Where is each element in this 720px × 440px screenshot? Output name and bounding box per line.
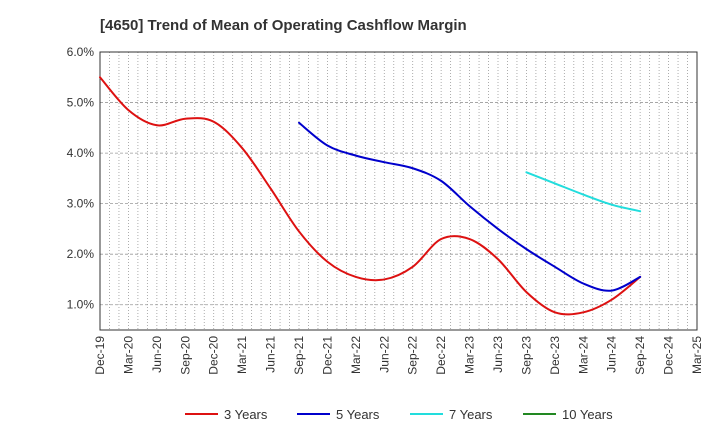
- x-tick-label: Sep-24: [633, 336, 647, 375]
- legend: 3 Years 5 Years 7 Years 10 Years: [185, 407, 613, 422]
- plot-area: [99, 51, 698, 331]
- series-line-3: [525, 171, 642, 213]
- y-tick-label: 2.0%: [67, 247, 95, 261]
- y-axis: 1.0% 2.0% 3.0% 4.0% 5.0% 6.0%: [67, 45, 95, 312]
- x-tick-label: Mar-23: [463, 336, 477, 374]
- x-tick-label: Jun-20: [150, 336, 164, 373]
- x-tick-label: Dec-22: [434, 336, 448, 375]
- legend-label-3: 7 Years: [449, 407, 493, 422]
- x-tick-label: Jun-21: [264, 336, 278, 373]
- y-tick-label: 1.0%: [67, 298, 95, 312]
- x-tick-label: Dec-19: [93, 336, 107, 375]
- x-tick-label: Jun-23: [491, 336, 505, 373]
- legend-label-4: 10 Years: [562, 407, 613, 422]
- chart-title: [4650] Trend of Mean of Operating Cashfl…: [100, 17, 467, 34]
- x-tick-label: Dec-21: [320, 336, 334, 375]
- legend-label-1: 3 Years: [224, 407, 268, 422]
- x-tick-label: Mar-24: [576, 336, 590, 374]
- x-tick-label: Sep-21: [292, 336, 306, 375]
- grid-lines: [99, 51, 698, 330]
- x-tick-label: Mar-21: [235, 336, 249, 374]
- x-tick-label: Mar-20: [121, 336, 135, 374]
- x-tick-label: Sep-20: [178, 336, 192, 375]
- x-tick-label: Sep-23: [519, 336, 533, 375]
- x-tick-label: Dec-20: [207, 336, 221, 375]
- series-lines: [99, 76, 642, 316]
- x-tick-label: Jun-24: [605, 336, 619, 373]
- x-tick-label: Dec-23: [548, 336, 562, 375]
- x-tick-label: Mar-25: [690, 336, 704, 374]
- x-tick-label: Mar-22: [349, 336, 363, 374]
- y-tick-label: 5.0%: [67, 96, 95, 110]
- x-tick-label: Jun-22: [377, 336, 391, 373]
- series-line-2: [298, 121, 642, 292]
- legend-label-2: 5 Years: [336, 407, 380, 422]
- x-tick-label: Dec-24: [662, 336, 676, 375]
- x-axis: Dec-19 Mar-20 Jun-20 Sep-20 Dec-20 Mar-21 Jun-…: [93, 336, 704, 375]
- y-tick-label: 6.0%: [67, 45, 95, 59]
- x-tick-label: Sep-22: [406, 336, 420, 375]
- y-tick-label: 3.0%: [67, 197, 95, 211]
- y-tick-label: 4.0%: [67, 146, 95, 160]
- series-line-1: [99, 76, 642, 316]
